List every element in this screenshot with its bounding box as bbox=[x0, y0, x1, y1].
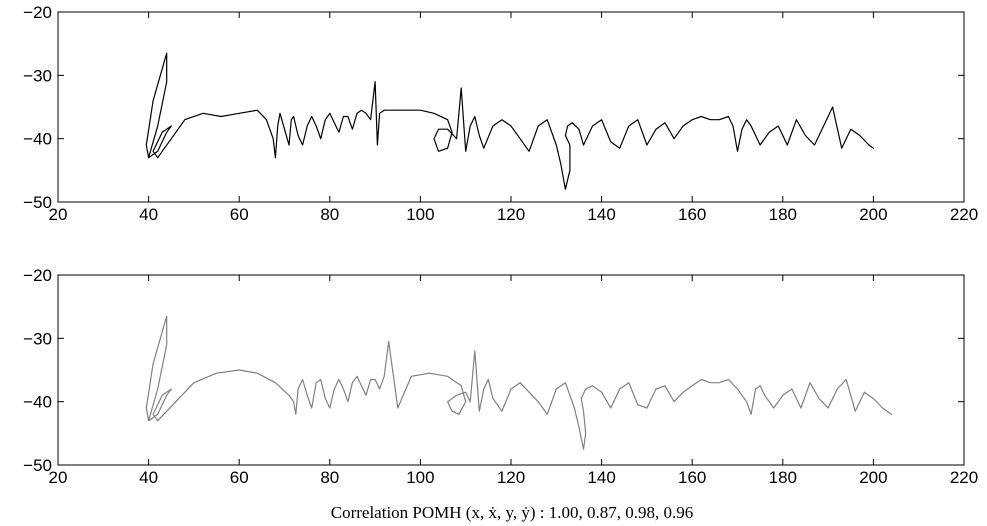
x-tick-label: 200 bbox=[859, 205, 887, 224]
y-tick-label: −40 bbox=[23, 130, 52, 149]
plot-frame bbox=[57, 274, 965, 466]
y-tick-label: −40 bbox=[23, 393, 52, 412]
x-tick-label: 80 bbox=[320, 205, 339, 224]
x-tick-label: 40 bbox=[139, 205, 158, 224]
x-tick-label: 220 bbox=[950, 468, 978, 487]
y-tick-label: −30 bbox=[23, 66, 52, 85]
x-tick-label: 20 bbox=[49, 205, 68, 224]
y-tick-label: −50 bbox=[23, 193, 52, 212]
handwriting-trace-original bbox=[145, 52, 875, 190]
x-tick-label: 60 bbox=[230, 468, 249, 487]
y-tick-label: −30 bbox=[23, 329, 52, 348]
y-tick-label: −50 bbox=[23, 456, 52, 475]
bottom-panel: 20 40 60 80 100 120 140 160 180 200 220 −50 −40 −30 −2… bbox=[23, 266, 978, 487]
x-tick-label: 100 bbox=[406, 205, 434, 224]
x-tick-label: 180 bbox=[769, 468, 797, 487]
y-tick-label: −20 bbox=[23, 3, 52, 22]
x-tick-label: 220 bbox=[950, 205, 978, 224]
top-panel: 20 40 60 80 100 120 140 160 180 200 220 −50 −40 −30 −2… bbox=[23, 3, 978, 224]
x-tick-label: 140 bbox=[587, 205, 615, 224]
x-tick-label: 100 bbox=[406, 468, 434, 487]
handwriting-trace-reconstructed bbox=[145, 315, 893, 450]
x-tick-label: 20 bbox=[49, 468, 68, 487]
x-tick-label: 140 bbox=[587, 468, 615, 487]
x-tick-label: 200 bbox=[859, 468, 887, 487]
x-tick-label: 120 bbox=[497, 468, 525, 487]
plot-frame bbox=[57, 11, 965, 203]
x-tick-label: 180 bbox=[769, 205, 797, 224]
x-tick-label: 160 bbox=[678, 205, 706, 224]
x-tick-label: 160 bbox=[678, 468, 706, 487]
x-tick-label: 40 bbox=[139, 468, 158, 487]
caption: Correlation POMH (x, ẋ, y, ẏ) : 1.00, 0.… bbox=[331, 503, 694, 522]
y-tick-label: −20 bbox=[23, 266, 52, 285]
x-tick-label: 80 bbox=[320, 468, 339, 487]
x-tick-label: 120 bbox=[497, 205, 525, 224]
x-tick-label: 60 bbox=[230, 205, 249, 224]
